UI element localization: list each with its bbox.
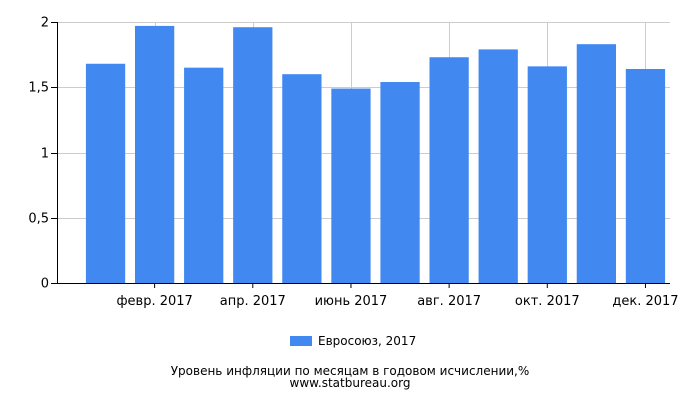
x-tick-label: авг. 2017 <box>417 294 481 309</box>
legend-swatch <box>290 336 312 346</box>
x-tick-label: июнь 2017 <box>315 294 388 309</box>
bar <box>282 74 322 283</box>
x-tick-label: окт. 2017 <box>515 294 580 309</box>
x-tick-label: дек. 2017 <box>612 294 678 309</box>
tick-labels: 0 0,5 1 1,5 2 февр. 2017 апр. 2017 июнь 2017 авг… <box>28 16 678 310</box>
legend: Евросоюз, 2017 <box>290 334 416 348</box>
bar <box>184 67 224 283</box>
y-tick-label: 1 <box>41 147 49 162</box>
y-tick-label: 2 <box>41 16 49 31</box>
y-tick-label: 1,5 <box>28 81 49 96</box>
bar <box>331 88 371 284</box>
bar <box>134 25 175 283</box>
axes <box>51 22 670 288</box>
bar <box>429 57 469 283</box>
y-tick-label: 0,5 <box>28 212 49 227</box>
x-tick-label: апр. 2017 <box>220 294 286 309</box>
bar <box>527 66 567 284</box>
source-caption: www.statbureau.org <box>289 376 411 390</box>
bar <box>380 82 420 283</box>
bar <box>85 63 126 284</box>
bar <box>576 44 617 284</box>
bar <box>478 49 518 283</box>
x-tick-label: февр. 2017 <box>116 294 192 309</box>
bar <box>625 68 666 283</box>
bars <box>85 25 666 284</box>
y-tick-label: 0 <box>41 277 49 292</box>
legend-label: Евросоюз, 2017 <box>318 334 417 348</box>
bar <box>233 27 273 283</box>
chart-title: Уровень инфляции по месяцам в годовом ис… <box>170 364 530 378</box>
